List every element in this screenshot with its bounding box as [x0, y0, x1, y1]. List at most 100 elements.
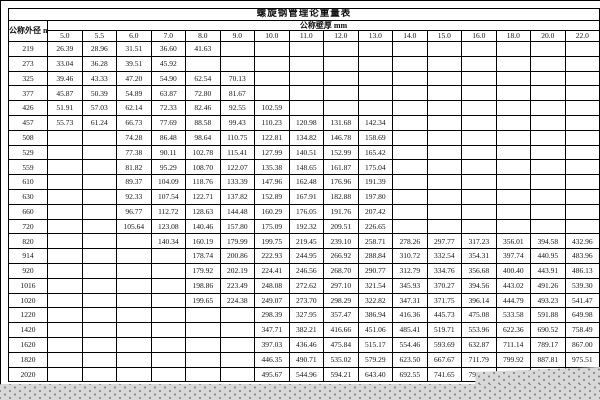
page-title: 螺旋钢管理论重量表	[8, 8, 600, 21]
weight-cell: 105.64	[116, 218, 152, 235]
diameter-cell: 820	[8, 233, 48, 250]
weight-cell: 140.34	[150, 233, 186, 250]
weight-cell	[357, 100, 393, 116]
weight-cell: 207.42	[357, 203, 393, 220]
sheet-edge-line-left	[0, 0, 1, 385]
weight-cell: 104.09	[150, 174, 186, 190]
weight-cell: 553.96	[461, 322, 497, 338]
weight-cell	[150, 277, 186, 294]
weight-cell: 161.87	[323, 159, 359, 176]
weight-cell	[323, 85, 359, 102]
table-row: 273 33.04 36.28 39.51 45.92	[8, 55, 600, 72]
weight-cell: 176.05	[288, 203, 324, 220]
weight-cell: 182.88	[323, 188, 359, 205]
weight-cell: 649.98	[564, 307, 600, 324]
diameter-cell: 630	[8, 188, 48, 205]
weight-cell: 386.94	[357, 307, 393, 324]
weight-cell	[426, 203, 462, 220]
weight-cell	[150, 307, 186, 324]
weight-cell	[288, 41, 324, 57]
weight-cell: 57.03	[81, 100, 117, 116]
weight-cell	[47, 129, 83, 146]
weight-cell: 356.01	[495, 233, 531, 250]
weight-cell	[530, 203, 566, 220]
weight-cell: 54.89	[116, 85, 152, 102]
weight-cell: 198.86	[185, 277, 221, 294]
weight-cell	[392, 188, 428, 205]
weight-cell: 692.55	[392, 366, 428, 383]
weight-cell	[495, 70, 531, 87]
diameter-cell: 1020	[8, 292, 48, 309]
weight-cell	[426, 159, 462, 176]
weight-cell: 61.24	[81, 114, 117, 131]
table-row: 720 105.64 123.08 140.46 157.80 175.09 192.32 2…	[8, 218, 600, 235]
weight-cell: 147.96	[254, 174, 290, 190]
thickness-col-header: 13.0	[357, 30, 393, 42]
weight-cell: 191.39	[357, 174, 393, 190]
weight-cell	[81, 188, 117, 205]
weight-cell	[426, 41, 462, 57]
weight-cell	[530, 218, 566, 235]
weight-cell	[254, 70, 290, 87]
weight-cell: 451.06	[357, 322, 393, 338]
table-row: 219 26.39 28.96 31.51 36.60 41.63	[8, 41, 600, 57]
weight-cell: 47.20	[116, 70, 152, 87]
weight-cell: 321.54	[357, 277, 393, 294]
weight-cell: 436.46	[288, 336, 324, 353]
weight-cell: 382.21	[288, 322, 324, 338]
weight-cell: 711.79	[461, 351, 497, 368]
weight-cell	[530, 188, 566, 205]
weight-cell: 165.42	[357, 144, 393, 161]
weight-cell	[564, 100, 600, 116]
weight-cell	[81, 351, 117, 368]
weight-cell: 118.76	[185, 174, 221, 190]
weight-cell	[426, 114, 462, 131]
weight-cell: 120.98	[288, 114, 324, 131]
weight-cell	[426, 174, 462, 190]
weight-cell: 491.26	[530, 277, 566, 294]
weight-cell: 135.38	[254, 159, 290, 176]
weight-cell	[47, 366, 83, 383]
weight-cell	[185, 351, 221, 368]
weight-cell	[47, 233, 83, 250]
weight-cell: 199.75	[254, 233, 290, 250]
weight-cell: 975.51	[564, 351, 600, 368]
weight-cell: 54.90	[150, 70, 186, 87]
weight-cell	[495, 218, 531, 235]
weight-cell: 92.33	[116, 188, 152, 205]
thickness-col-header: 12.0	[323, 30, 359, 42]
weight-cell	[47, 292, 83, 309]
weight-cell	[495, 188, 531, 205]
weight-cell: 134.82	[288, 129, 324, 146]
weight-cell: 158.69	[357, 129, 393, 146]
weight-cell: 490.71	[288, 351, 324, 368]
weight-cell	[426, 70, 462, 87]
weight-cell	[150, 351, 186, 368]
weight-cell: 102.59	[254, 100, 290, 116]
diameter-cell: 508	[8, 129, 48, 146]
weight-cell	[564, 55, 600, 72]
weight-cell: 131.68	[323, 114, 359, 131]
weight-cell: 268.70	[323, 262, 359, 279]
header-row-thickness-values: 5.0 5.5 6.0 7.0 8.0 9.0 10.0 11.0 12.0 13.0 14.0 15…	[9, 30, 600, 42]
weight-cell: 345.93	[392, 277, 428, 294]
weight-cell: 541.47	[564, 292, 600, 309]
weight-cell	[219, 366, 255, 383]
weight-cell: 110.75	[219, 129, 255, 146]
weight-cell: 594.21	[323, 366, 359, 383]
weight-cell: 690.52	[530, 322, 566, 338]
weight-cell: 31.51	[116, 41, 152, 57]
diameter-cell: 1220	[8, 307, 48, 324]
weight-cell	[461, 114, 497, 131]
weight-cell: 519.71	[426, 322, 462, 338]
weight-cell: 152.99	[323, 144, 359, 161]
header-row-thickness-group: 公称外径 mm 公称壁厚 mm	[8, 20, 600, 42]
weight-cell: 36.28	[81, 55, 117, 72]
weight-cell: 579.29	[357, 351, 393, 368]
weight-cell	[150, 336, 186, 353]
weight-cell	[357, 41, 393, 57]
weight-cell: 81.67	[219, 85, 255, 102]
weight-table: 螺旋钢管理论重量表 公称外径 mm 公称壁厚 mm 5.05.56.07.08.…	[8, 8, 600, 383]
weight-cell: 175.09	[254, 218, 290, 235]
thickness-col-header: 5.5	[81, 30, 117, 42]
